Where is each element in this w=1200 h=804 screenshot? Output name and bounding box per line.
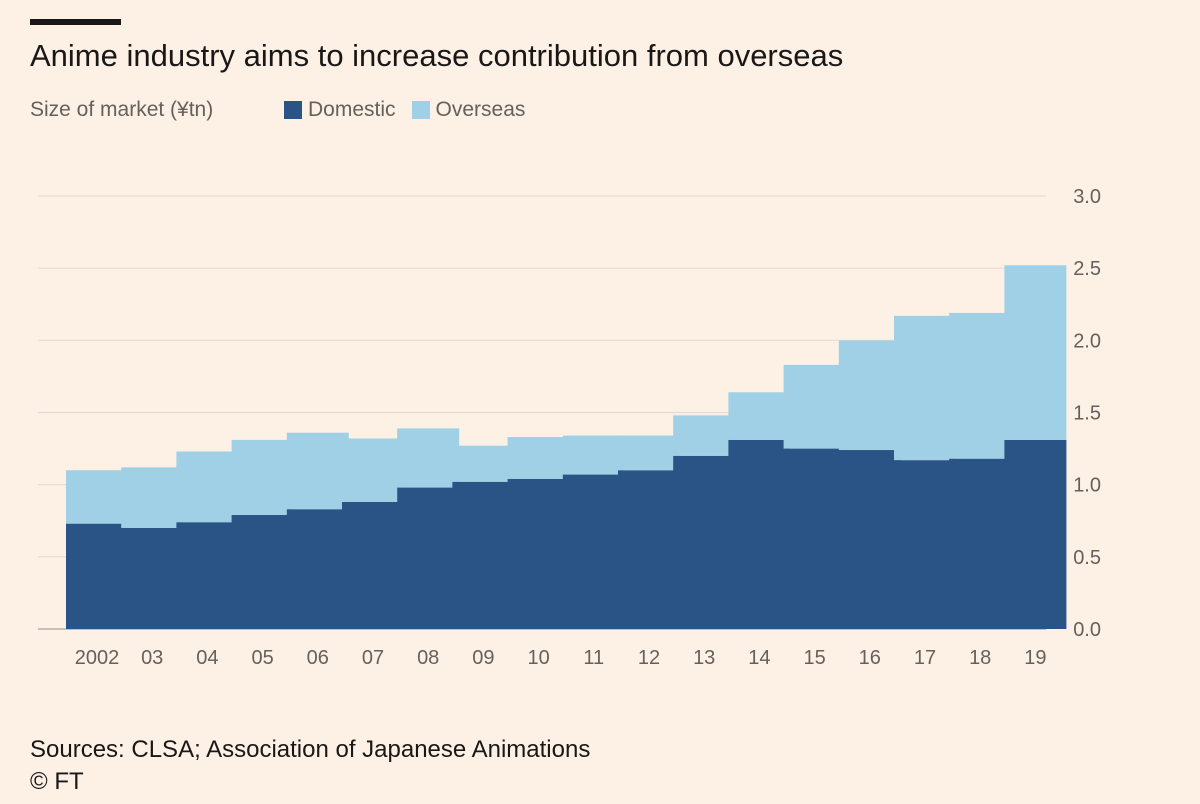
bar-overseas [673,415,736,456]
sources-note: Sources: CLSA; Association of Japanese A… [30,736,591,763]
legend-swatch-domestic [284,101,302,119]
legend-item-overseas: Overseas [411,98,526,122]
x-tick-label: 18 [969,647,991,669]
x-tick-label: 12 [638,647,660,669]
bar-overseas [618,435,680,471]
bar-overseas [121,467,184,528]
y-tick-label: 2.0 [1073,330,1101,352]
x-tick-label: 11 [583,647,604,669]
bar-overseas [949,312,1012,459]
bar-overseas [562,435,625,475]
bar-overseas [66,470,128,524]
y-tick-label: 2.5 [1073,258,1101,280]
bar-domestic [452,481,515,629]
bar-domestic [231,514,294,629]
bar-overseas [1004,265,1067,440]
bar-domestic [838,450,901,629]
x-tick-label: 2002 [75,647,120,669]
bar-domestic [673,455,736,629]
y-tick-label: 3.0 [1073,186,1101,208]
x-tick-label: 15 [803,647,825,669]
legend-swatch-overseas [411,101,430,119]
bar-overseas [894,315,956,461]
x-tick-label: 03 [141,647,163,669]
bar-overseas [838,340,901,451]
chart-title: Anime industry aims to increase contribu… [30,38,844,73]
bar-overseas [452,445,515,482]
x-tick-label: 08 [417,647,439,669]
x-tick-label: 07 [362,647,384,669]
bar-domestic [1004,439,1067,629]
x-tick-label: 05 [251,647,273,669]
bar-domestic [121,527,184,629]
y-tick-label: 0.0 [1073,619,1101,641]
x-tick-label: 19 [1024,647,1046,669]
bar-domestic [66,523,128,629]
legend-item-domestic: Domestic [284,98,396,122]
x-tick-label: 17 [914,647,936,669]
y-tick-label: 1.0 [1073,475,1101,497]
bar-overseas [507,437,570,479]
bar-overseas [342,438,404,502]
bar-domestic [286,509,349,629]
bar-domestic [894,460,956,629]
bar-domestic [562,474,625,629]
x-tick-label: 04 [196,647,218,669]
x-tick-label: 16 [859,647,881,669]
legend: Domestic Overseas [284,98,541,122]
bar-domestic [507,478,570,629]
bar-domestic [176,522,239,629]
bar-domestic [728,439,791,629]
bar-overseas [231,439,294,515]
x-tick-label: 13 [693,647,715,669]
bar-domestic [783,448,846,629]
y-tick-label: 1.5 [1073,403,1101,425]
bar-domestic [618,470,680,629]
bar-domestic [342,501,404,629]
x-tick-label: 06 [307,647,329,669]
bar-overseas [286,432,349,510]
copyright-note: © FT [30,768,84,795]
bar-domestic [397,487,460,629]
x-tick-label: 14 [748,647,770,669]
x-tick-label: 10 [527,647,549,669]
legend-label-overseas: Overseas [435,98,526,121]
x-tick-label: 09 [472,647,494,669]
header-rule [30,19,121,25]
bar-overseas [176,451,239,523]
bar-overseas [728,392,791,440]
bar-domestic [949,458,1012,629]
y-tick-label: 0.5 [1073,547,1101,569]
legend-label-domestic: Domestic [308,98,396,121]
bar-overseas [397,428,460,488]
bar-overseas [783,364,846,449]
chart-subtitle: Size of market (¥tn) [30,98,214,121]
